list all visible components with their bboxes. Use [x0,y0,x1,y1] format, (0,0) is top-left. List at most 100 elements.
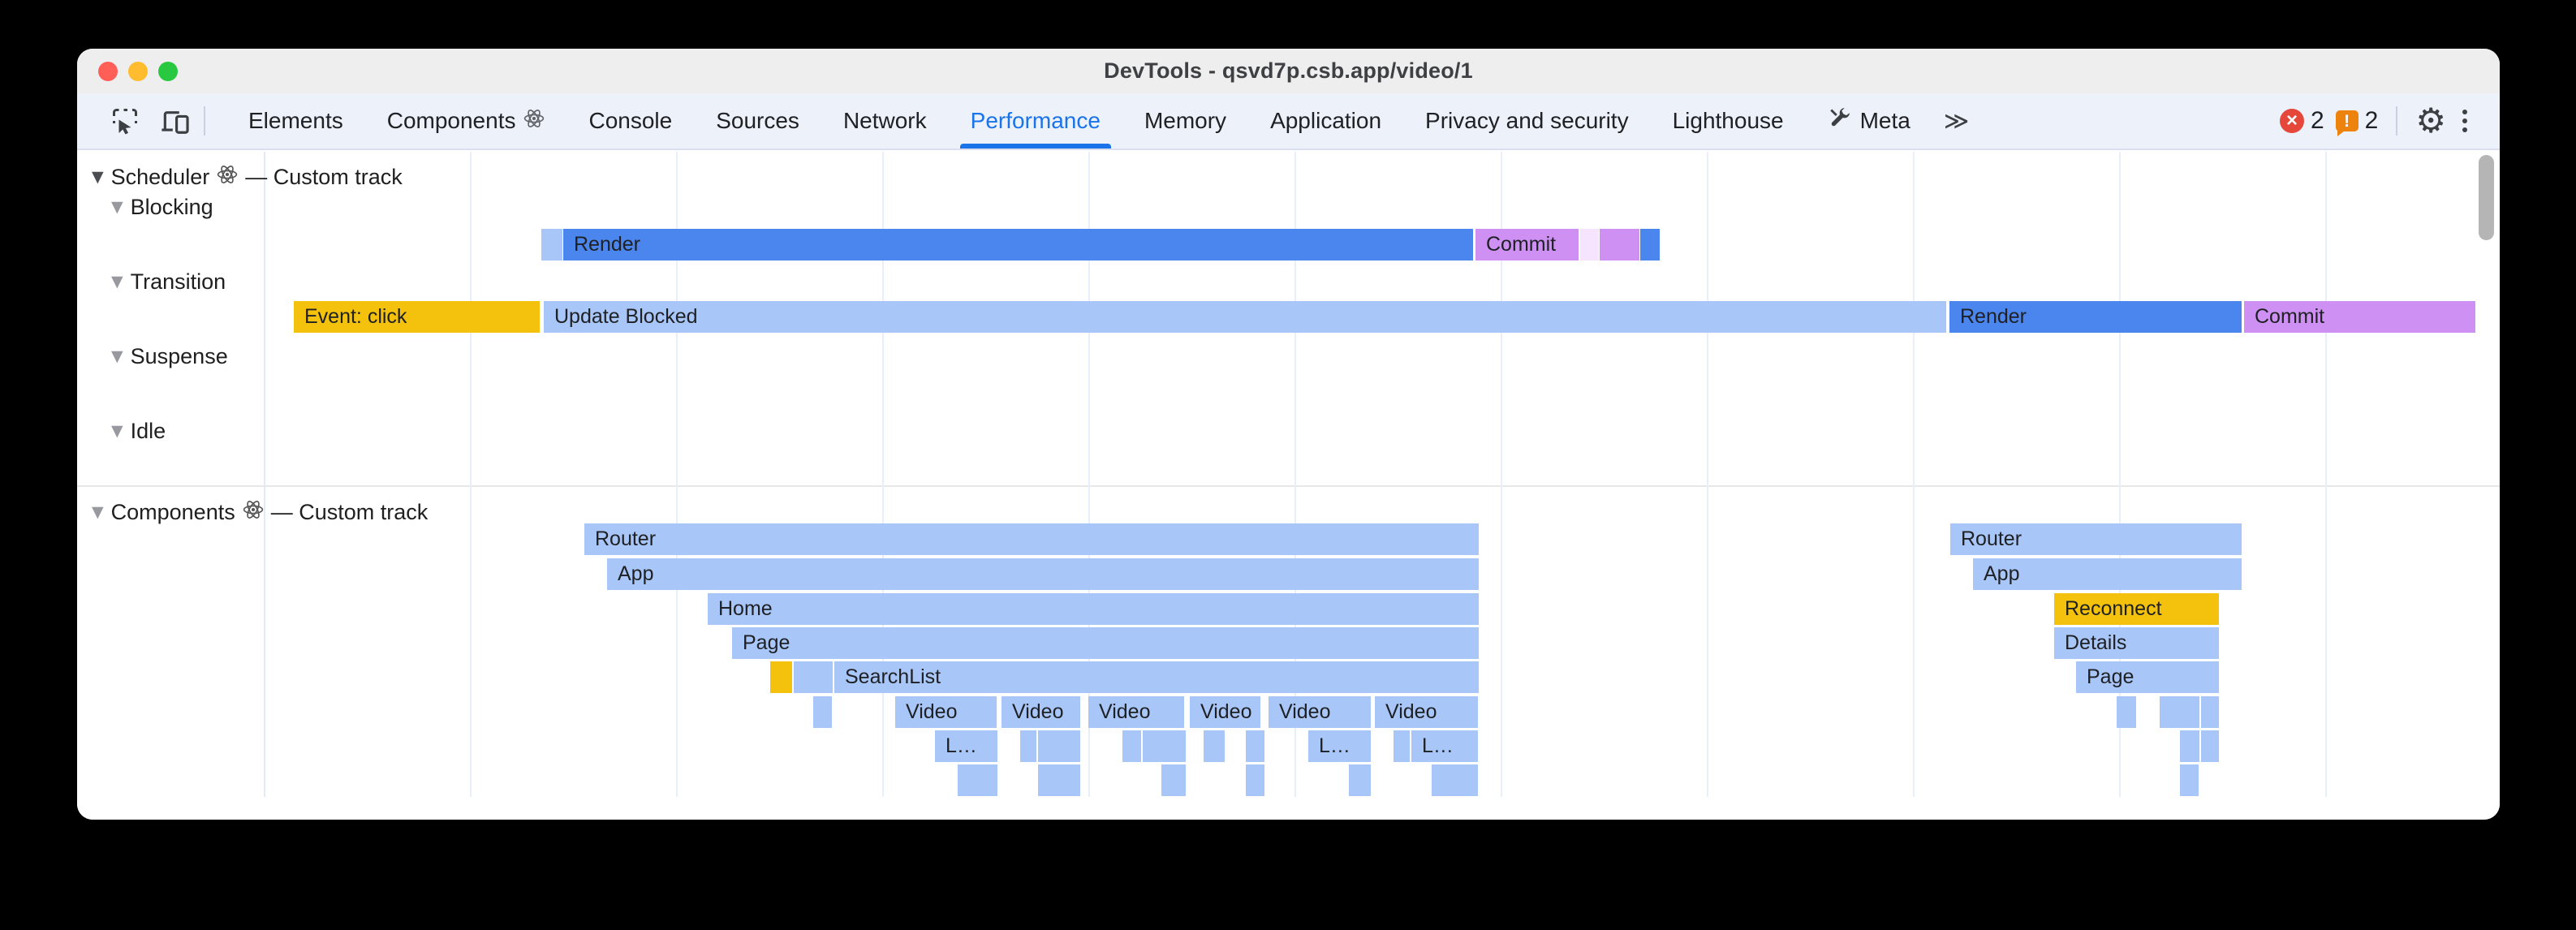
flame-bar-l-[interactable]: L… [935,730,997,762]
tab-network[interactable]: Network [821,93,949,149]
tab-components[interactable]: Components [365,93,567,149]
gridline [1913,152,1915,797]
flame-bar-l-[interactable]: L… [1308,730,1371,762]
flame-bar-render[interactable]: Render [563,229,1473,260]
flame-bar-video[interactable]: Video [895,696,997,728]
flame-bar-home[interactable]: Home [708,593,1479,625]
tab-label: Application [1270,108,1382,133]
flame-bar-video[interactable]: Video [1088,696,1184,728]
tab-label: Memory [1144,108,1227,133]
flame-bar-app[interactable]: App [607,558,1479,590]
flame-bar[interactable] [1640,229,1660,260]
settings-gear-icon[interactable]: ⚙ [2415,101,2446,140]
flame-bar[interactable] [794,661,833,693]
flame-bar[interactable] [1122,730,1141,762]
flame-bar-video[interactable]: Video [1375,696,1478,728]
gridline [2325,152,2327,797]
flame-bar[interactable] [1394,730,1410,762]
collapse-triangle-icon[interactable]: ▼ [111,198,123,216]
flame-bar-video[interactable]: Video [1002,696,1080,728]
flame-bar[interactable] [1600,229,1639,260]
flame-bar[interactable] [1038,764,1080,796]
flame-bar[interactable] [2201,730,2219,762]
track-title: Components [110,500,235,524]
tab-label: Sources [716,108,799,133]
minimize-button[interactable] [128,61,148,81]
flame-bar[interactable] [1246,764,1264,796]
collapse-triangle-icon[interactable]: ▼ [111,347,123,365]
console-warnings-badge[interactable]: ! 2 [2335,107,2378,136]
tab-lighthouse[interactable]: Lighthouse [1651,93,1806,149]
active-tab-underline [959,144,1111,149]
flame-bar[interactable] [2201,696,2219,728]
tab-performance[interactable]: Performance [949,93,1122,149]
flame-bar[interactable] [1204,730,1225,762]
flame-bar[interactable] [770,661,792,693]
tab-meta[interactable]: Meta [1806,93,1932,149]
flame-bar[interactable] [1349,764,1371,796]
tab-label: Performance [970,108,1101,133]
flame-bar-l-[interactable]: L… [1411,730,1478,762]
flame-bar[interactable] [2180,730,2199,762]
track-header-components[interactable]: ▼ Components — Custom track [92,499,428,526]
error-icon: × [2279,109,2304,133]
customize-menu-icon[interactable] [2458,110,2472,132]
gridline [1294,152,1296,797]
titlebar[interactable]: DevTools - qsvd7p.csb.app/video/1 [77,49,2500,93]
flame-bar-commit[interactable]: Commit [2244,301,2475,333]
collapse-triangle-icon[interactable]: ▼ [92,503,104,521]
flame-bar-app[interactable]: App [1973,558,2242,590]
flame-bar[interactable] [2180,764,2199,796]
flame-bar[interactable] [813,696,832,728]
flame-bar[interactable] [1161,764,1186,796]
flame-bar-reconnect[interactable]: Reconnect [2054,593,2219,625]
flame-bar-commit[interactable]: Commit [1475,229,1579,260]
flame-bar-update-blocked[interactable]: Update Blocked [544,301,1946,333]
flame-bar-page[interactable]: Page [732,627,1479,659]
flame-bar-details[interactable]: Details [2054,627,2219,659]
lane-label-blocking[interactable]: ▼ Blocking [111,195,213,219]
flame-bar-router[interactable]: Router [1950,523,2242,555]
close-button[interactable] [98,61,118,81]
lane-label-suspense[interactable]: ▼ Suspense [111,344,228,368]
flame-bar[interactable] [2160,696,2199,728]
flame-bar[interactable] [1246,730,1264,762]
inspect-element-icon[interactable] [110,105,140,136]
collapse-triangle-icon[interactable]: ▼ [111,422,123,440]
device-toolbar-icon[interactable] [160,105,191,136]
collapse-triangle-icon[interactable]: ▼ [111,273,123,291]
vertical-scrollbar-thumb[interactable] [2479,155,2494,240]
lane-label-transition[interactable]: ▼ Transition [111,269,226,294]
flame-bar-router[interactable]: Router [584,523,1479,555]
flame-bar-video[interactable]: Video [1269,696,1371,728]
console-errors-badge[interactable]: × 2 [2279,107,2324,135]
flame-bar[interactable] [1038,730,1080,762]
tab-sources[interactable]: Sources [694,93,821,149]
flame-bar-video[interactable]: Video [1190,696,1260,728]
zoom-button[interactable] [158,61,178,81]
collapse-triangle-icon[interactable]: ▼ [92,168,104,186]
panel-tabs: Elements Components Console Sources Network P… [226,93,1932,149]
tab-application[interactable]: Application [1248,93,1403,149]
flame-bar[interactable] [958,764,997,796]
lane-label-idle[interactable]: ▼ Idle [111,419,166,443]
flame-bar-page[interactable]: Page [2076,661,2219,693]
tab-console[interactable]: Console [566,93,694,149]
flame-bar[interactable] [1020,730,1036,762]
tab-elements[interactable]: Elements [226,93,365,149]
flame-bar[interactable] [1143,730,1186,762]
flame-bar[interactable] [2117,696,2136,728]
flame-bar[interactable] [1580,229,1599,260]
track-header-scheduler[interactable]: ▼ Scheduler — Custom track [92,164,403,191]
tab-memory[interactable]: Memory [1122,93,1248,149]
flame-bar-searchlist[interactable]: SearchList [834,661,1479,693]
gridline [2119,152,2121,797]
react-atom-icon [523,108,545,135]
flame-bar-render[interactable]: Render [1949,301,2242,333]
flame-bar-event-click[interactable]: Event: click [294,301,540,333]
flame-bar[interactable] [541,229,562,260]
more-tabs-chevron-icon[interactable]: ≫ [1943,107,1970,135]
error-count: 2 [2310,107,2324,134]
flame-bar[interactable] [1432,764,1478,796]
tab-privacy-and-security[interactable]: Privacy and security [1403,93,1651,149]
